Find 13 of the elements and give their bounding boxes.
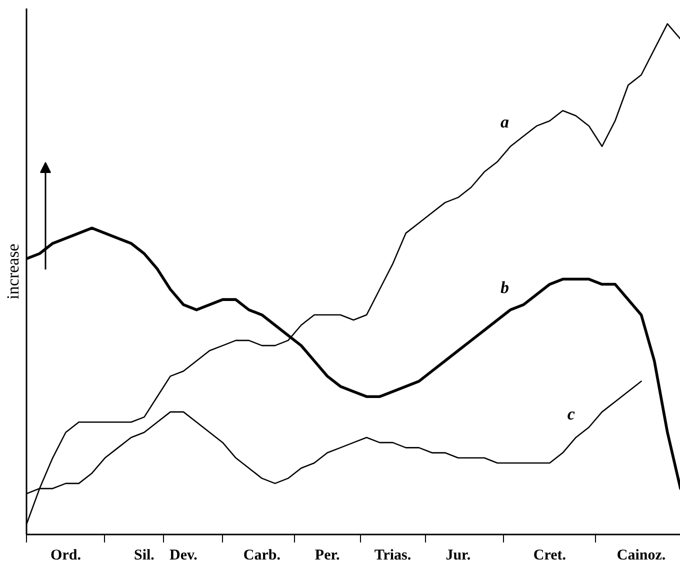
y-axis-title: increase: [4, 244, 22, 300]
series-label: b: [500, 278, 509, 298]
x-tick-label: Carb.: [243, 548, 281, 564]
x-tick-label: Jur.: [446, 548, 471, 564]
series-label: a: [500, 112, 510, 132]
x-tick-label: Cret.: [533, 548, 566, 564]
x-tick-label: Trias.: [374, 548, 412, 564]
x-tick-label: Ord.: [50, 548, 82, 564]
x-tick-label: Per.: [314, 548, 340, 564]
series-label: c: [567, 404, 576, 424]
x-tick-label: Cainoz.: [616, 548, 666, 564]
x-tick-label: Dev.: [170, 548, 198, 564]
x-tick-label: Sil.: [134, 548, 155, 564]
